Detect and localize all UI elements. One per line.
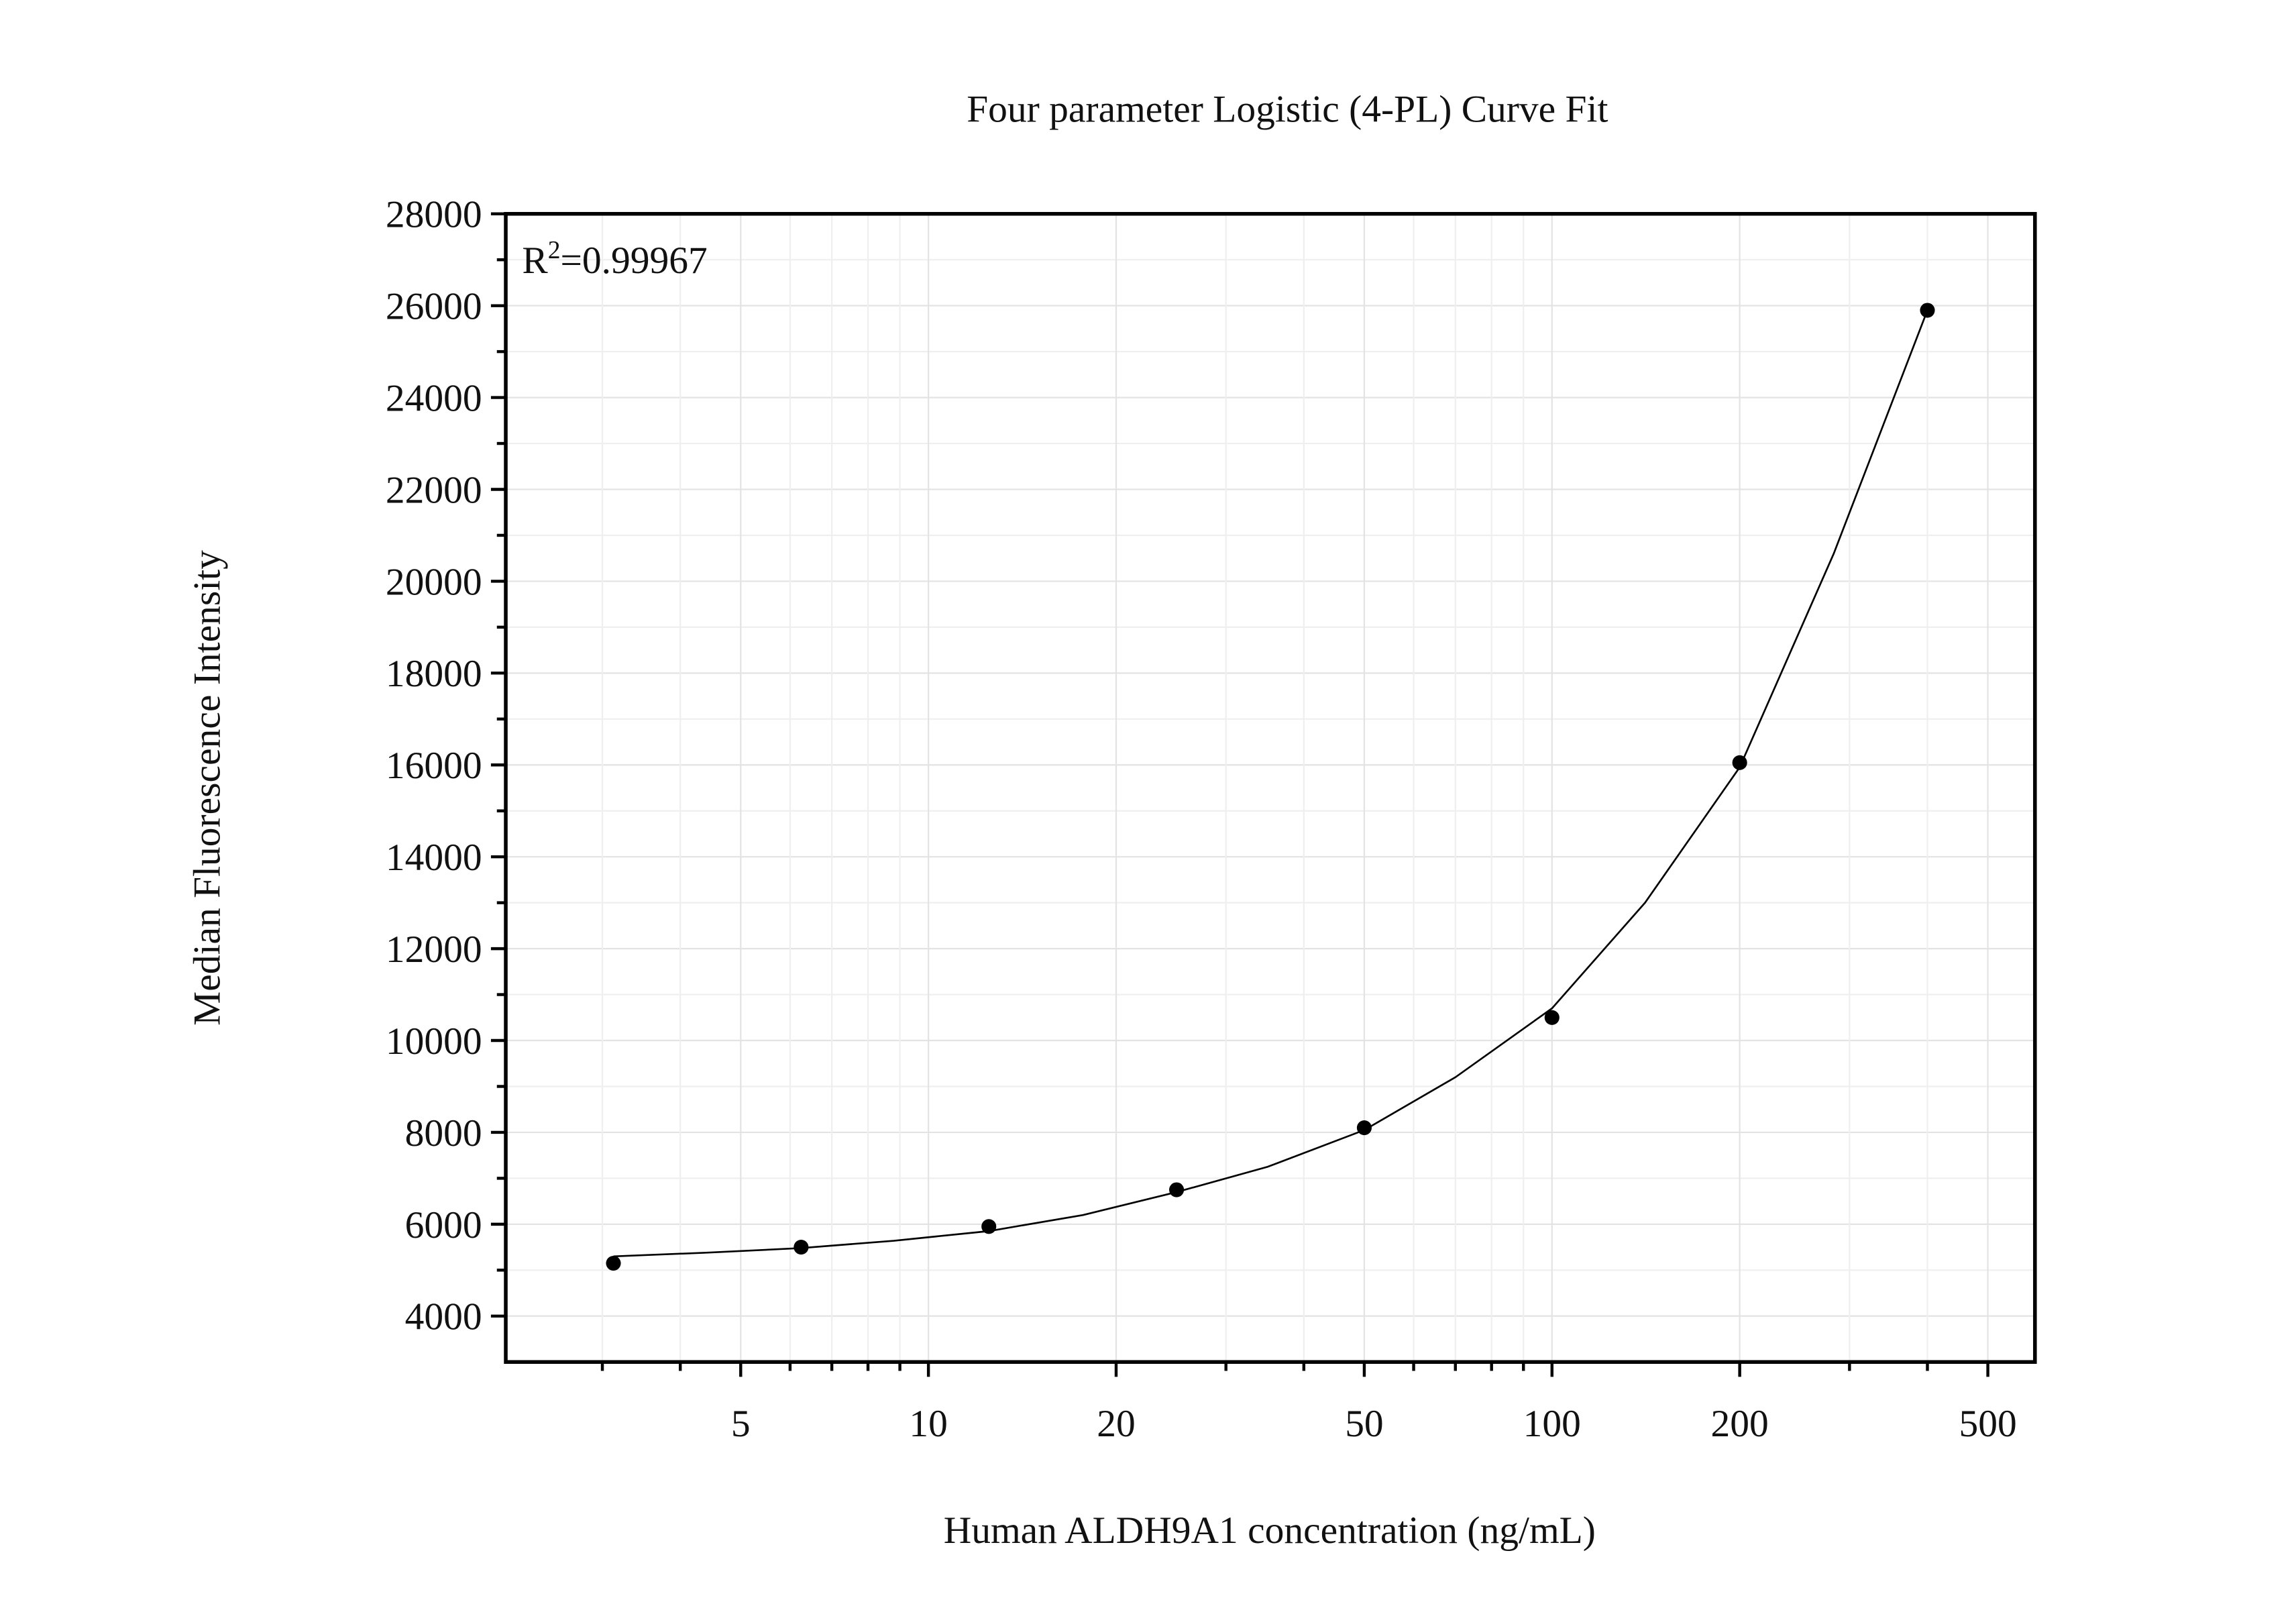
annotation: R2=0.99967 [522,237,707,282]
y-tick-label: 20000 [386,561,482,603]
annotation-base: R [522,239,548,282]
fit-curve [613,310,1928,1258]
y-tick-label: 10000 [386,1020,482,1063]
data-point [606,1255,621,1271]
data-point [1544,1010,1560,1025]
data-point [1169,1182,1185,1197]
y-tick-label: 6000 [405,1204,482,1246]
data-point [981,1219,997,1234]
x-tick-label: 10 [909,1403,947,1445]
x-tick-label: 200 [1711,1403,1769,1445]
y-tick-label: 14000 [386,837,482,879]
y-tick-label: 22000 [386,469,482,511]
x-tick-label: 5 [731,1403,751,1445]
y-tick-label: 8000 [405,1112,482,1155]
data-point [1356,1120,1372,1136]
y-axis-label: Median Fluorescence Intensity [186,550,228,1026]
x-tick-label: 100 [1523,1403,1581,1445]
y-tick-label: 28000 [386,194,482,236]
plot [606,303,1935,1271]
x-tick-label: 500 [1959,1403,2016,1445]
y-tick-label: 16000 [386,745,482,787]
chart-title: Four parameter Logistic (4-PL) Curve Fit [967,89,1608,131]
x-tick-label: 50 [1345,1403,1383,1445]
x-axis-label: Human ALDH9A1 concentration (ng/mL) [944,1509,1596,1552]
data-point [794,1240,809,1255]
data-point [1732,755,1747,770]
y-tick-label: 24000 [386,377,482,419]
data-point [1920,303,1935,318]
grid [490,212,2035,1377]
x-tick-label: 20 [1097,1403,1135,1445]
y-tick-label: 26000 [386,286,482,328]
y-tick-label: 18000 [386,653,482,695]
annotation-text: =0.99967 [560,239,707,282]
y-tick-label: 4000 [405,1296,482,1338]
y-tick-label: 12000 [386,928,482,971]
plot-frame [504,211,2037,1365]
annotation-sup: 2 [548,237,561,264]
